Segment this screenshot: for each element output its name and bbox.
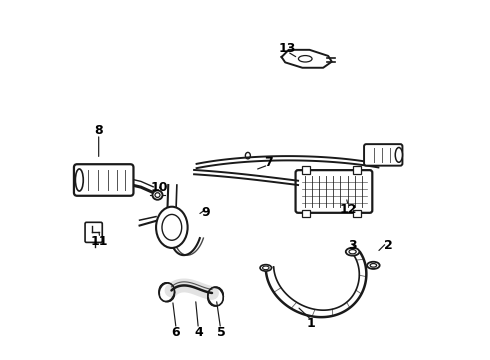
Text: 8: 8 [95,124,103,137]
Text: 7: 7 [264,156,272,169]
Bar [302,166,310,174]
Text: 6: 6 [171,326,179,339]
Ellipse shape [159,283,174,301]
Ellipse shape [349,249,356,254]
Ellipse shape [152,190,163,200]
Text: 3: 3 [348,239,357,252]
Ellipse shape [156,207,188,248]
FancyBboxPatch shape [295,170,372,213]
Text: 9: 9 [201,207,210,220]
FancyBboxPatch shape [85,222,102,242]
Text: 10: 10 [151,181,169,194]
Ellipse shape [370,264,377,267]
Ellipse shape [346,248,359,256]
FancyBboxPatch shape [364,144,402,166]
Text: 13: 13 [279,41,296,54]
Text: 5: 5 [218,326,226,339]
Ellipse shape [162,215,182,240]
Ellipse shape [260,265,271,271]
Ellipse shape [298,55,312,62]
Text: 1: 1 [307,317,316,330]
Ellipse shape [159,283,174,302]
Ellipse shape [208,287,223,306]
Ellipse shape [395,148,402,162]
FancyBboxPatch shape [74,164,133,196]
Ellipse shape [208,287,223,306]
Ellipse shape [208,287,223,306]
Ellipse shape [163,289,171,299]
Text: 4: 4 [194,326,203,339]
Text: 12: 12 [340,203,357,216]
Ellipse shape [263,266,269,270]
Bar [353,210,361,217]
Ellipse shape [159,283,174,301]
Ellipse shape [155,193,160,197]
Ellipse shape [245,152,250,159]
Ellipse shape [367,262,380,269]
Bar [353,166,361,174]
Ellipse shape [75,169,83,191]
Text: 2: 2 [384,239,393,252]
Ellipse shape [212,292,220,302]
Bar [302,210,310,217]
Text: 11: 11 [91,235,108,248]
